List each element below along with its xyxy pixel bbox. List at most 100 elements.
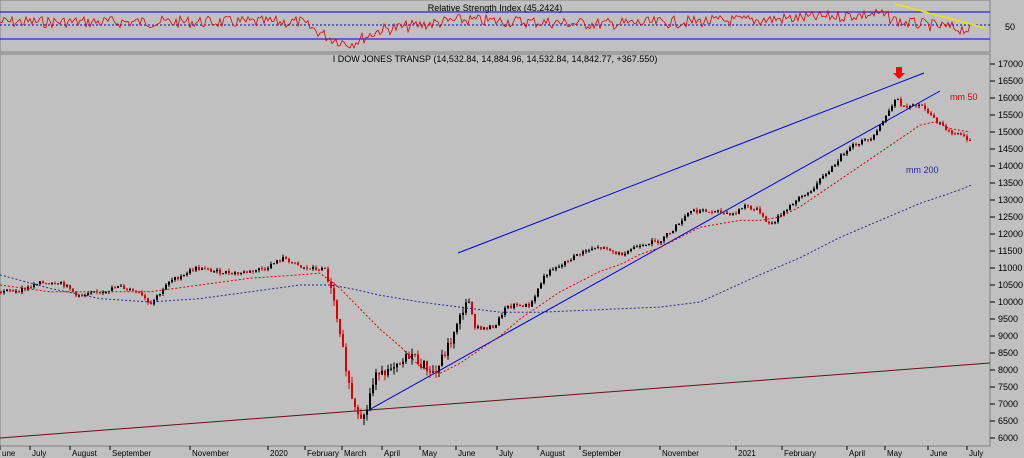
x-tick-label: une [2,449,16,458]
candle-body [927,108,929,113]
candle-body [486,327,488,330]
candle-body [378,372,380,375]
candle-body [312,267,314,269]
candle-body [399,363,401,365]
candle-body [678,224,680,226]
candle-body [777,215,779,222]
candle-body [849,147,851,152]
candle-body [387,369,389,376]
candle-body [249,270,251,273]
candle-body [621,252,623,256]
candle-body [471,301,473,314]
candle-body [918,104,920,107]
candle-body [615,251,617,255]
candle-body [273,263,275,265]
candle-body [264,268,266,270]
candle-body [12,290,14,292]
candle-body [177,277,179,280]
candle-body [903,105,905,107]
x-tick-label: September [112,449,151,458]
candle-body [702,209,704,211]
candle-body [636,246,638,248]
candle-body [372,384,374,394]
lower-channel-line [366,90,941,412]
candle-body [939,122,941,124]
candle-body [564,261,566,266]
candle-body [99,292,101,294]
candle-body [576,254,578,256]
candle-body [717,210,719,212]
candle-body [690,211,692,214]
candle-body [915,104,917,107]
candle-body [126,288,128,290]
candle-body [183,274,185,277]
candle-body [300,265,302,268]
candle-body [456,323,458,333]
candle-body [618,252,620,255]
candle-body [642,245,644,247]
candle-body [414,353,416,355]
candle-body [102,291,104,293]
candle-body [441,354,443,366]
candle-body [198,266,200,270]
x-axis: une July August September November 2020 Februa… [0,445,990,458]
candle-body [792,204,794,206]
candle-body [213,271,215,273]
candle-body [84,294,86,296]
candle-body [753,209,755,211]
candle-body [741,208,743,210]
candle-body [873,134,875,140]
annotations: mm 50 mm 200 [893,67,978,175]
candle-body [924,105,926,109]
candle-body [234,272,236,275]
candle-body [156,295,158,300]
candle-body [840,154,842,162]
candle-body [657,240,659,244]
candle-body [807,192,809,195]
candle-body [675,224,677,231]
candle-body [645,244,647,246]
candle-body [408,354,410,359]
y-tick-label: 6000 [998,433,1018,443]
candle-body [693,209,695,212]
candle-body [432,371,434,373]
candle-body [909,105,911,108]
candle-body [111,287,113,291]
candle-body [3,291,5,293]
candle-body [672,230,674,234]
candle-body [258,268,260,271]
candle-body [0,291,2,293]
candle-body [384,370,386,376]
candle-body [483,327,485,330]
candle-body [885,115,887,122]
candle-body [141,292,143,296]
candle-body [882,121,884,126]
candle-body [168,281,170,285]
y-tick-label: 7500 [998,382,1018,392]
candle-body [93,291,95,293]
y-tick-label: 8500 [998,348,1018,358]
candle-body [147,298,149,303]
candle-body [330,281,332,288]
candle-body [774,221,776,224]
candle-body [105,291,107,293]
candle-body [231,273,233,275]
candle-body [630,249,632,251]
candle-body [606,247,608,249]
candle-body [795,200,797,205]
candle-body [834,164,836,167]
moving-averages [0,121,973,374]
candle-body [591,248,593,251]
rsi-title: Relative Strength Index (45.2424) [428,3,563,13]
candle-body [708,211,710,213]
candle-body [771,223,773,225]
upper-channel-line [457,72,925,254]
candle-body [393,367,395,369]
candle-body [525,303,527,307]
candle-body [477,326,479,328]
candle-body [402,361,404,364]
y-tick-label: 15000 [998,127,1023,137]
candle-body [612,250,614,252]
candle-body [309,268,311,270]
trendline-layer [0,72,991,439]
